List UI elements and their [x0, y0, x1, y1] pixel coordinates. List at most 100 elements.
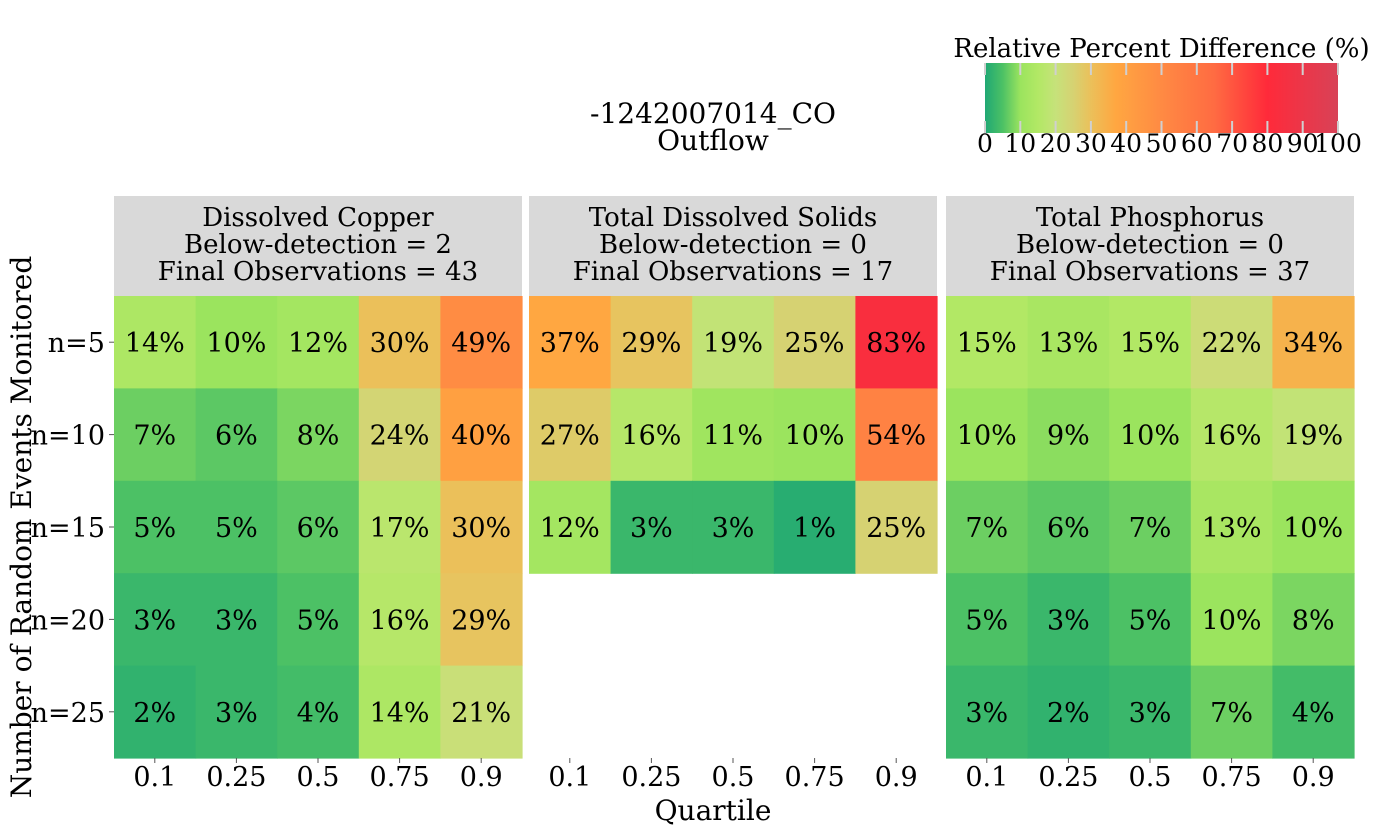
y-tick-label: n=10: [31, 421, 105, 452]
y-tick-label: n=20: [31, 605, 105, 636]
cell-value-label: 16%: [1202, 421, 1262, 452]
y-tick-label: n=15: [31, 513, 105, 544]
x-tick-label: 0.5: [297, 762, 340, 793]
facet-header: [529, 196, 937, 296]
heatmap-cell: [277, 480, 360, 574]
heatmap-cell: [529, 480, 612, 574]
heatmap-cell: [358, 388, 441, 482]
x-tick-label: 0.25: [1038, 762, 1098, 793]
heatmap-cell: [1027, 388, 1110, 482]
heatmap-cell: [1027, 296, 1110, 389]
cell-value-label: 8%: [1292, 605, 1335, 636]
cell-value-label: 3%: [965, 698, 1008, 729]
y-tick-label: n=25: [31, 698, 105, 729]
cell-value-label: 2%: [1047, 698, 1090, 729]
x-tick-label: 0.9: [460, 762, 503, 793]
heatmap-cell: [440, 296, 523, 389]
heatmap-cell: [855, 388, 938, 482]
facet-final-observations: Final Observations = 17: [573, 257, 893, 287]
facet-below-detection: Below-detection = 0: [599, 230, 867, 260]
x-tick-label: 0.25: [206, 762, 266, 793]
cell-value-label: 83%: [866, 328, 926, 359]
heatmap-cell: [195, 296, 278, 389]
cell-value-label: 10%: [785, 421, 845, 452]
cell-value-label: 7%: [1129, 513, 1172, 544]
heatmap-cell: [855, 480, 938, 574]
cell-value-label: 37%: [540, 328, 600, 359]
facet-header: [946, 196, 1354, 296]
heatmap-cell: [277, 388, 360, 482]
heatmap-cell: [1272, 573, 1355, 667]
cell-value-label: 27%: [540, 421, 600, 452]
heatmap-cell: [1272, 388, 1355, 482]
colorbar: Relative Percent Difference (%) 0 10 20 30 40…: [953, 34, 1369, 158]
cell-value-label: 13%: [1202, 513, 1262, 544]
heatmap-cell: [114, 573, 197, 667]
heatmap-cell: [358, 296, 441, 389]
cell-value-label: 10%: [1283, 513, 1343, 544]
cell-value-label: 16%: [621, 421, 681, 452]
facet-title: Total Dissolved Solids: [589, 203, 877, 233]
cell-value-label: 10%: [1120, 421, 1180, 452]
cell-value-label: 15%: [957, 328, 1017, 359]
heatmap-cell: [529, 388, 612, 482]
heatmap-cell: [692, 480, 775, 574]
cell-value-label: 10%: [957, 421, 1017, 452]
x-tick-label: 0.1: [965, 762, 1008, 793]
heatmap-cell: [692, 296, 775, 389]
colorbar-tick-label: 80: [1251, 129, 1283, 158]
heatmap-cell: [1027, 665, 1110, 759]
heatmap-cell: [1109, 296, 1192, 389]
heatmap-cell: [946, 296, 1029, 389]
cell-value-label: 9%: [1047, 421, 1090, 452]
cell-value-label: 54%: [866, 421, 926, 452]
heatmap-cell: [195, 388, 278, 482]
cell-value-label: 3%: [215, 698, 258, 729]
cell-value-label: 19%: [1283, 421, 1343, 452]
heatmap-cell: [610, 388, 693, 482]
cell-value-label: 5%: [1129, 605, 1172, 636]
cell-value-label: 12%: [540, 513, 600, 544]
heatmap-cell: [1190, 296, 1273, 389]
cell-value-label: 14%: [370, 698, 430, 729]
heatmap-cell: [773, 388, 856, 482]
heatmap-cell: [114, 480, 197, 574]
x-tick-label: 0.1: [548, 762, 591, 793]
heatmap-cell: [114, 665, 197, 759]
heatmap-cell: [1027, 573, 1110, 667]
heatmap-cell: [114, 388, 197, 482]
heatmap-cell: [773, 480, 856, 574]
cell-value-label: 34%: [1283, 328, 1343, 359]
heatmap-cell: [358, 573, 441, 667]
x-tick-label: 0.1: [133, 762, 176, 793]
heatmap-cell: [277, 296, 360, 389]
heatmap-cell: [610, 296, 693, 389]
y-tick-label: n=5: [48, 328, 105, 359]
colorbar-tick-label: 20: [1040, 129, 1072, 158]
cell-value-label: 7%: [133, 421, 176, 452]
cell-value-label: 21%: [451, 698, 511, 729]
heatmap-cell: [1272, 665, 1355, 759]
heatmap-cell: [946, 480, 1029, 574]
cell-value-label: 2%: [133, 698, 176, 729]
cell-value-label: 7%: [1210, 698, 1253, 729]
cell-value-label: 29%: [451, 605, 511, 636]
heatmap-cell: [277, 665, 360, 759]
x-tick-label: 0.75: [1202, 762, 1262, 793]
x-tick-label: 0.9: [875, 762, 918, 793]
colorbar-tick-label: 60: [1181, 129, 1213, 158]
heatmap-cell: [277, 573, 360, 667]
cell-value-label: 8%: [297, 421, 340, 452]
colorbar-tick-label: 10: [1004, 129, 1036, 158]
cell-value-label: 40%: [451, 421, 511, 452]
heatmap-cell: [946, 388, 1029, 482]
facet-header: [114, 196, 522, 296]
colorbar-tick-label: 70: [1216, 129, 1248, 158]
heatmap-cell: [358, 480, 441, 574]
cell-value-label: 12%: [288, 328, 348, 359]
